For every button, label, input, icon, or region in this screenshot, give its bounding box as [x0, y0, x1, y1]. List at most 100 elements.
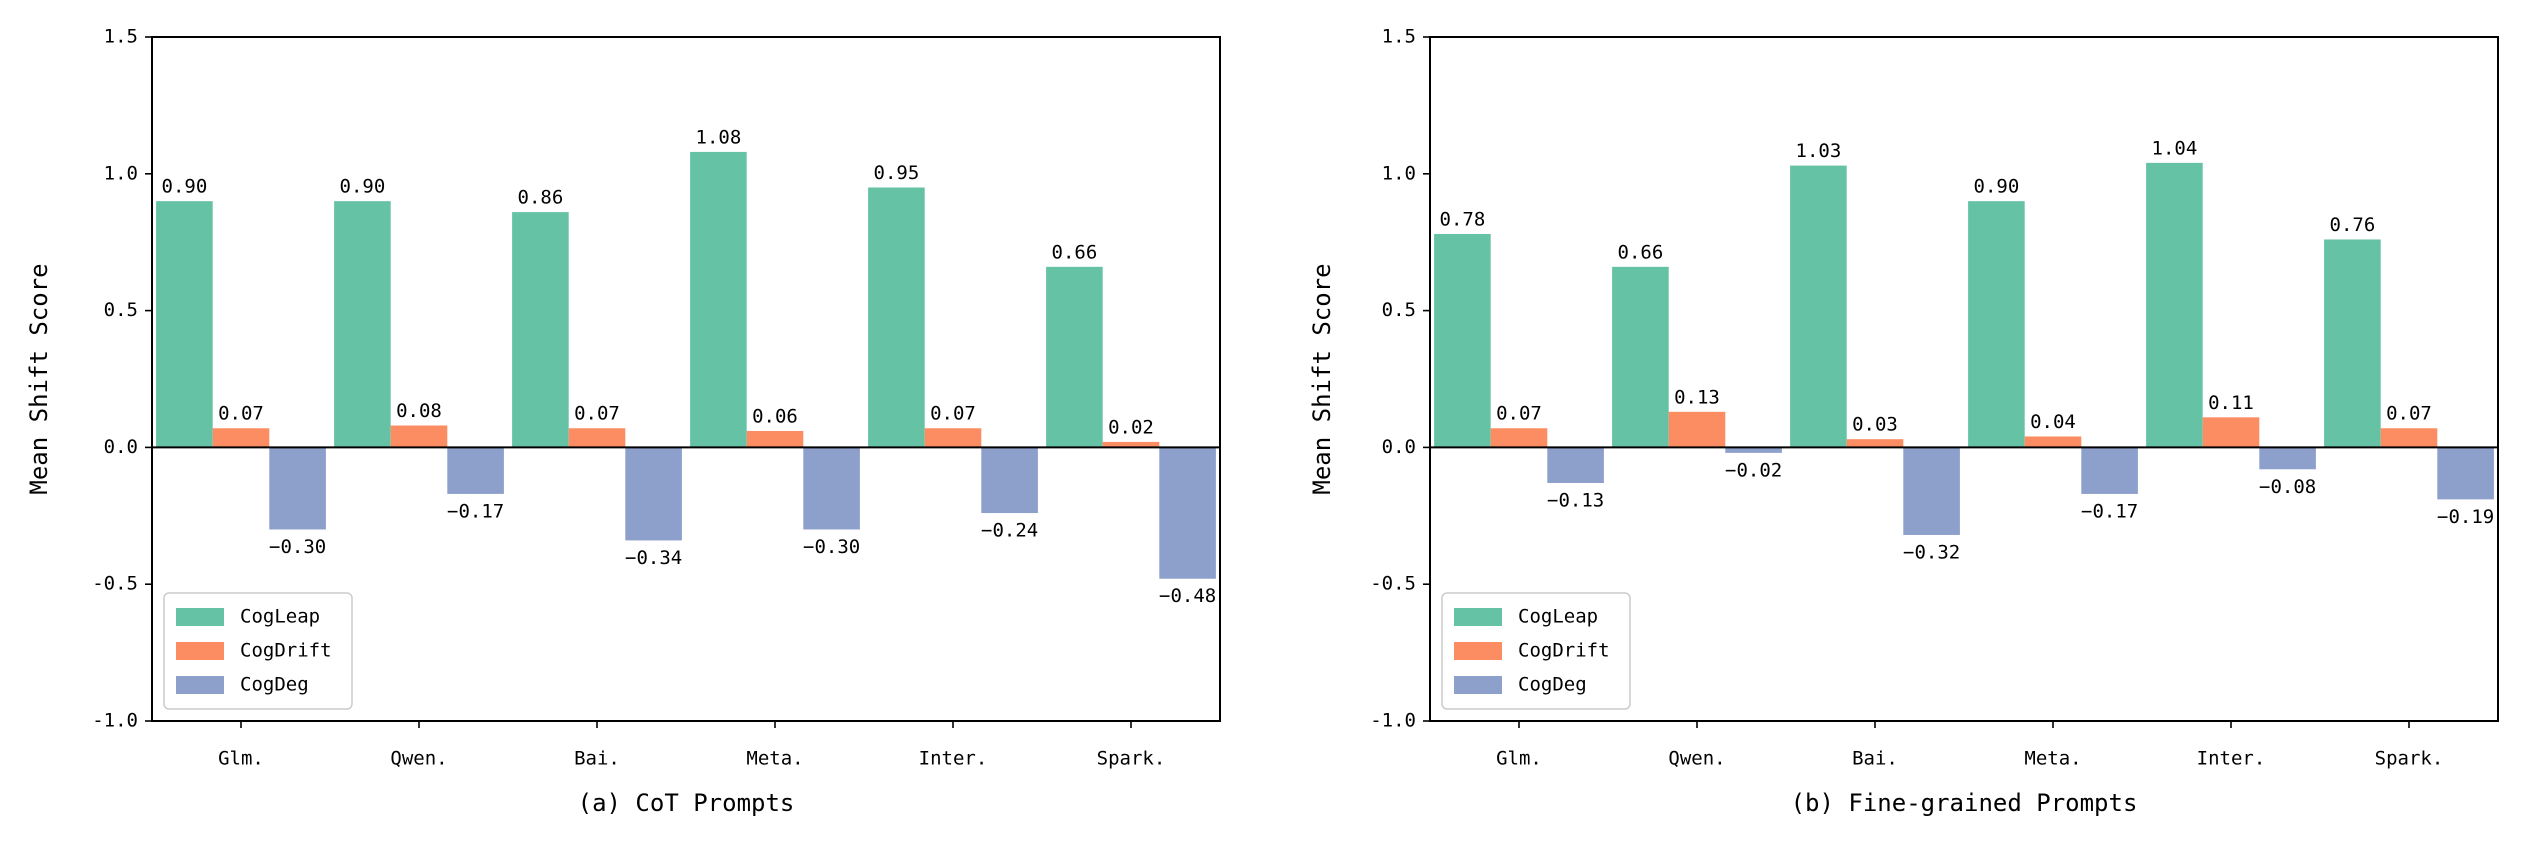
value-label: 1.04 [2152, 137, 2198, 159]
value-label: 1.03 [1796, 140, 1842, 162]
value-label: −0.32 [1903, 541, 1960, 563]
y-tick-label: 0.5 [104, 299, 138, 321]
legend-swatch [176, 642, 224, 660]
value-label: 0.90 [340, 176, 386, 198]
value-label: −0.08 [2259, 476, 2316, 498]
bar [1102, 441, 1160, 448]
bar [1547, 447, 1604, 483]
value-label: 0.66 [1618, 241, 1664, 263]
value-label: 1.08 [696, 126, 742, 148]
value-label: −0.24 [981, 520, 1038, 542]
value-label: −0.02 [1725, 459, 1782, 481]
bar [212, 428, 270, 448]
legend-swatch [1454, 608, 1502, 626]
legend-label: CogLeap [1518, 606, 1598, 628]
bar [1159, 447, 1216, 579]
bar [2024, 436, 2082, 448]
legend-label: CogLeap [240, 606, 320, 628]
bar [981, 447, 1038, 514]
legend-swatch [1454, 676, 1502, 694]
bar [746, 430, 804, 448]
bar [1046, 266, 1103, 448]
bar [447, 447, 504, 494]
bar [1968, 201, 2025, 448]
value-label: 0.90 [1974, 176, 2020, 198]
bar [1790, 165, 1847, 448]
y-tick-label: 1.5 [1382, 26, 1416, 48]
value-label: 0.78 [1440, 208, 1486, 230]
bar [2259, 447, 2316, 470]
x-tick-label: Meta. [746, 748, 803, 770]
y-tick-label: -0.5 [92, 573, 138, 595]
x-tick-label: Meta. [2024, 748, 2081, 770]
y-tick-label: -0.5 [1370, 573, 1416, 595]
y-tick-label: 0.5 [1382, 299, 1416, 321]
bar [269, 447, 326, 530]
bar [334, 201, 391, 448]
value-label: 0.86 [518, 187, 564, 209]
bar [868, 187, 925, 448]
legend-swatch [1454, 642, 1502, 660]
value-label: 0.04 [2030, 411, 2076, 433]
value-label: 0.76 [2330, 214, 2376, 236]
legend-label: CogDeg [1518, 674, 1587, 696]
chart: -1.0 -0.5 0.0 0.5 1.0 1.5 Glm. 0.90 0.07 −0.30 Qwe… [25, 26, 1221, 817]
x-tick-label: Glm. [1496, 748, 1542, 770]
value-label: 0.07 [930, 403, 976, 425]
y-tick-label: 1.0 [104, 162, 138, 184]
value-label: 0.11 [2208, 392, 2254, 414]
x-tick-label: Spark. [2375, 748, 2444, 770]
y-tick-label: 0.0 [104, 436, 138, 458]
value-label: 0.03 [1852, 414, 1898, 436]
value-label: −0.30 [803, 536, 860, 558]
legend-label: CogDeg [240, 674, 309, 696]
bar [803, 447, 860, 530]
bar [690, 151, 747, 448]
x-tick-label: Inter. [2197, 748, 2266, 770]
bar [390, 425, 448, 448]
y-tick-label: 1.5 [104, 26, 138, 48]
y-axis-label: Mean Shift Score [1308, 263, 1336, 494]
bar [156, 201, 213, 448]
bar [2081, 447, 2138, 494]
x-tick-label: Qwen. [390, 748, 447, 770]
bar [1434, 233, 1491, 448]
y-tick-label: -1.0 [1370, 710, 1416, 732]
bar [1668, 411, 1726, 448]
y-tick-label: -1.0 [92, 710, 138, 732]
value-label: 0.66 [1052, 241, 1098, 263]
legend-swatch [176, 608, 224, 626]
x-axis-label: (b) Fine-grained Prompts [1791, 789, 2138, 817]
value-label: 0.07 [2386, 403, 2432, 425]
plot-frame [1429, 36, 2499, 722]
value-label: 0.90 [162, 176, 208, 198]
value-label: 0.07 [574, 403, 620, 425]
value-label: −0.17 [2081, 500, 2138, 522]
bar [625, 447, 682, 541]
legend-label: CogDrift [1518, 640, 1610, 662]
value-label: 0.95 [874, 162, 920, 184]
bar [2202, 417, 2260, 448]
bar [2146, 162, 2203, 448]
value-label: −0.30 [269, 536, 326, 558]
chart: -1.0 -0.5 0.0 0.5 1.0 1.5 Glm. 0.78 0.07 −0.13 Qwe… [1308, 26, 2499, 817]
value-label: 0.06 [752, 405, 798, 427]
value-label: −0.17 [447, 500, 504, 522]
legend-label: CogDrift [240, 640, 332, 662]
legend-swatch [176, 676, 224, 694]
bar [924, 428, 982, 448]
bar [1725, 447, 1782, 453]
y-tick-label: 0.0 [1382, 436, 1416, 458]
value-label: 0.07 [218, 403, 264, 425]
bar [1903, 447, 1960, 535]
x-axis-label: (a) CoT Prompts [578, 789, 795, 817]
bar [568, 428, 626, 448]
x-tick-label: Qwen. [1668, 748, 1725, 770]
bar [2324, 239, 2381, 448]
value-label: −0.19 [2437, 506, 2494, 528]
bar [512, 212, 569, 448]
x-tick-label: Bai. [1852, 748, 1898, 770]
bar [2437, 447, 2494, 500]
